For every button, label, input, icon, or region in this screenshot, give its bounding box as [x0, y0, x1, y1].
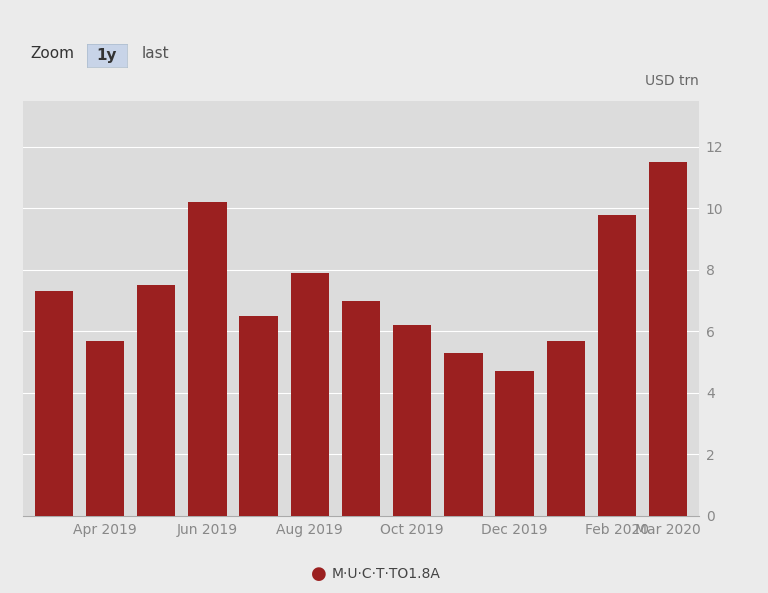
Bar: [393, 326, 432, 516]
Text: last: last: [142, 46, 170, 61]
Bar: [495, 371, 534, 516]
Bar: [86, 340, 124, 516]
Text: M·U·C·T·TO1.8A: M·U·C·T·TO1.8A: [332, 567, 441, 581]
Bar: [188, 202, 227, 516]
Text: ●: ●: [311, 565, 326, 583]
Bar: [547, 340, 585, 516]
Bar: [342, 301, 380, 516]
Bar: [35, 291, 73, 516]
Text: USD trn: USD trn: [645, 74, 699, 88]
Bar: [649, 162, 687, 516]
Bar: [240, 316, 278, 516]
Text: 1y: 1y: [97, 48, 117, 63]
Bar: [444, 353, 482, 516]
Bar: [290, 273, 329, 516]
Text: Zoom: Zoom: [31, 46, 74, 61]
Bar: [598, 215, 636, 516]
Bar: [137, 285, 175, 516]
